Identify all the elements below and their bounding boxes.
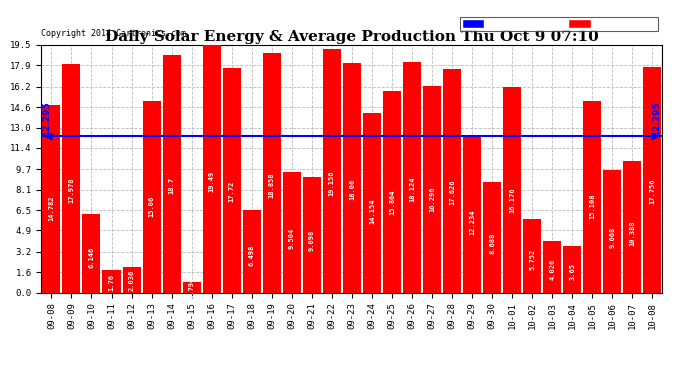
Bar [83, 214, 101, 292]
Bar [443, 69, 461, 292]
Bar [423, 86, 441, 292]
Text: 3.65: 3.65 [569, 263, 575, 280]
Bar [563, 246, 581, 292]
Text: 5.752: 5.752 [529, 249, 535, 270]
Bar [323, 50, 341, 292]
Bar [523, 219, 541, 292]
Text: 4.026: 4.026 [549, 259, 555, 280]
Bar [103, 270, 121, 292]
Bar [203, 45, 221, 292]
Bar [42, 105, 61, 292]
Text: Copyright 2014 Cartronics.com: Copyright 2014 Cartronics.com [41, 28, 186, 38]
Text: 17.72: 17.72 [228, 181, 235, 202]
Text: 16.296: 16.296 [429, 187, 435, 212]
Text: 10.388: 10.388 [629, 220, 635, 246]
Bar [483, 182, 501, 292]
Text: 19.156: 19.156 [329, 170, 335, 196]
Text: 19.49: 19.49 [208, 171, 215, 192]
Text: 9.098: 9.098 [309, 230, 315, 251]
Text: 17.978: 17.978 [68, 177, 75, 203]
Bar [243, 210, 261, 292]
Bar [62, 64, 81, 292]
Bar [263, 53, 281, 292]
Text: 9.668: 9.668 [609, 226, 615, 248]
Text: 15.864: 15.864 [389, 189, 395, 214]
Text: 12.234: 12.234 [469, 210, 475, 236]
Text: 16.176: 16.176 [509, 188, 515, 213]
Bar [343, 63, 361, 292]
Text: 2.036: 2.036 [128, 270, 135, 291]
Bar [643, 67, 662, 292]
Bar [123, 267, 141, 292]
Text: 14.782: 14.782 [48, 195, 55, 221]
Bar [503, 87, 521, 292]
Bar [583, 101, 601, 292]
Text: 12.295: 12.295 [653, 102, 662, 136]
Bar [543, 242, 561, 292]
Title: Daily Solar Energy & Average Production Thu Oct 9 07:10: Daily Solar Energy & Average Production … [105, 30, 599, 44]
Legend: Average  (kWh), Daily  (kWh): Average (kWh), Daily (kWh) [460, 17, 658, 31]
Text: 17.626: 17.626 [449, 179, 455, 205]
Text: 15.108: 15.108 [589, 194, 595, 219]
Bar [363, 113, 381, 292]
Bar [463, 137, 481, 292]
Text: 8.688: 8.688 [489, 232, 495, 254]
Text: 6.498: 6.498 [248, 245, 255, 266]
Bar [183, 282, 201, 292]
Text: 1.76: 1.76 [108, 274, 115, 291]
Text: 18.124: 18.124 [409, 176, 415, 202]
Text: 14.154: 14.154 [369, 199, 375, 224]
Text: 9.504: 9.504 [289, 228, 295, 249]
Text: 15.06: 15.06 [148, 196, 155, 217]
Bar [403, 63, 421, 292]
Text: 6.146: 6.146 [88, 247, 95, 268]
Bar [283, 172, 301, 292]
Text: 18.858: 18.858 [269, 172, 275, 198]
Bar [163, 55, 181, 292]
Bar [623, 160, 642, 292]
Text: 12.295: 12.295 [42, 102, 51, 136]
Bar [223, 68, 241, 292]
Bar [143, 101, 161, 292]
Text: 18.06: 18.06 [349, 179, 355, 200]
Bar [383, 91, 401, 292]
Text: 17.756: 17.756 [649, 178, 656, 204]
Bar [603, 170, 621, 292]
Bar [303, 177, 321, 292]
Text: 0.794: 0.794 [188, 277, 195, 298]
Text: 18.7: 18.7 [168, 177, 175, 194]
